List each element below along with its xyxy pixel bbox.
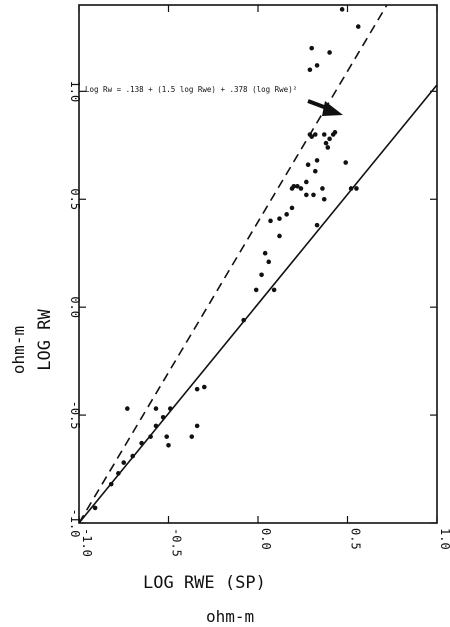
- x-tick-label: 1.0: [438, 528, 450, 550]
- data-point: [262, 250, 268, 256]
- trend-lines: [78, 4, 438, 524]
- data-point: [307, 67, 313, 73]
- data-point: [194, 386, 200, 392]
- data-point: [321, 132, 327, 137]
- data-point: [327, 50, 332, 55]
- y-tick-label: 0.0: [68, 296, 82, 318]
- data-point: [343, 160, 349, 165]
- data-point: [312, 132, 318, 137]
- data-point: [325, 145, 331, 150]
- data-point: [339, 7, 345, 12]
- data-point: [304, 179, 309, 185]
- data-point: [202, 384, 207, 390]
- data-point: [312, 168, 318, 174]
- data-point: [314, 222, 320, 228]
- y-tick-label: 0.5: [68, 188, 82, 210]
- data-point: [309, 134, 315, 139]
- x-axis-label: LOG RWE (SP): [143, 573, 266, 593]
- data-point: [121, 460, 127, 465]
- y-axis-label: LOG RW: [35, 309, 55, 371]
- data-point: [166, 443, 171, 448]
- data-point: [125, 406, 130, 411]
- data-points: [92, 7, 361, 511]
- x-tick-label: -0.5: [170, 528, 184, 557]
- plot-area: [78, 4, 438, 524]
- data-point: [304, 192, 309, 198]
- data-point: [314, 63, 320, 68]
- data-point: [259, 272, 264, 278]
- data-point: [291, 184, 297, 189]
- y-tick-label: 1.0: [68, 80, 82, 102]
- data-point: [323, 140, 329, 146]
- y-axis-unit: ohm-m: [9, 326, 28, 374]
- data-point: [271, 287, 277, 293]
- x-axis-unit: ohm-m: [206, 607, 254, 626]
- data-point: [311, 192, 316, 198]
- data-point: [309, 45, 315, 51]
- data-point: [266, 259, 272, 265]
- data-point: [305, 162, 311, 168]
- data-point: [354, 186, 359, 191]
- reference-line: [78, 84, 438, 524]
- arrow-annotation-icon: [307, 99, 343, 116]
- data-point: [164, 434, 170, 439]
- data-point: [298, 186, 304, 191]
- data-point: [295, 184, 300, 189]
- regression-equation: Log Rw = .138 + (1.5 log Rwe) + .378 (lo…: [85, 85, 297, 94]
- data-point: [321, 196, 327, 202]
- x-tick-label: 0.0: [259, 528, 273, 550]
- data-point: [277, 216, 282, 221]
- y-tick-label: -0.5: [68, 401, 82, 430]
- data-point: [194, 423, 200, 429]
- data-point: [320, 186, 325, 191]
- data-point: [314, 158, 320, 163]
- y-axis: -1.0 -0.5 0.0 0.5 1.0: [68, 80, 437, 537]
- data-point: [92, 505, 98, 511]
- plot-frame: [78, 4, 438, 524]
- data-point: [355, 24, 361, 29]
- data-point: [153, 406, 159, 411]
- x-axis: -1.0 -0.5 0.0 0.5 1.0: [78, 5, 450, 557]
- data-point: [189, 434, 195, 439]
- data-point: [277, 233, 282, 239]
- regression-line: [78, 4, 388, 524]
- y-tick-label: -1.0: [68, 509, 82, 538]
- data-point: [332, 130, 338, 135]
- x-tick-label: 0.5: [349, 528, 363, 550]
- data-point: [268, 218, 273, 224]
- data-point: [253, 287, 259, 293]
- x-tick-label: -1.0: [80, 528, 94, 557]
- data-point: [327, 136, 332, 142]
- data-point: [284, 212, 289, 217]
- data-point: [289, 205, 295, 211]
